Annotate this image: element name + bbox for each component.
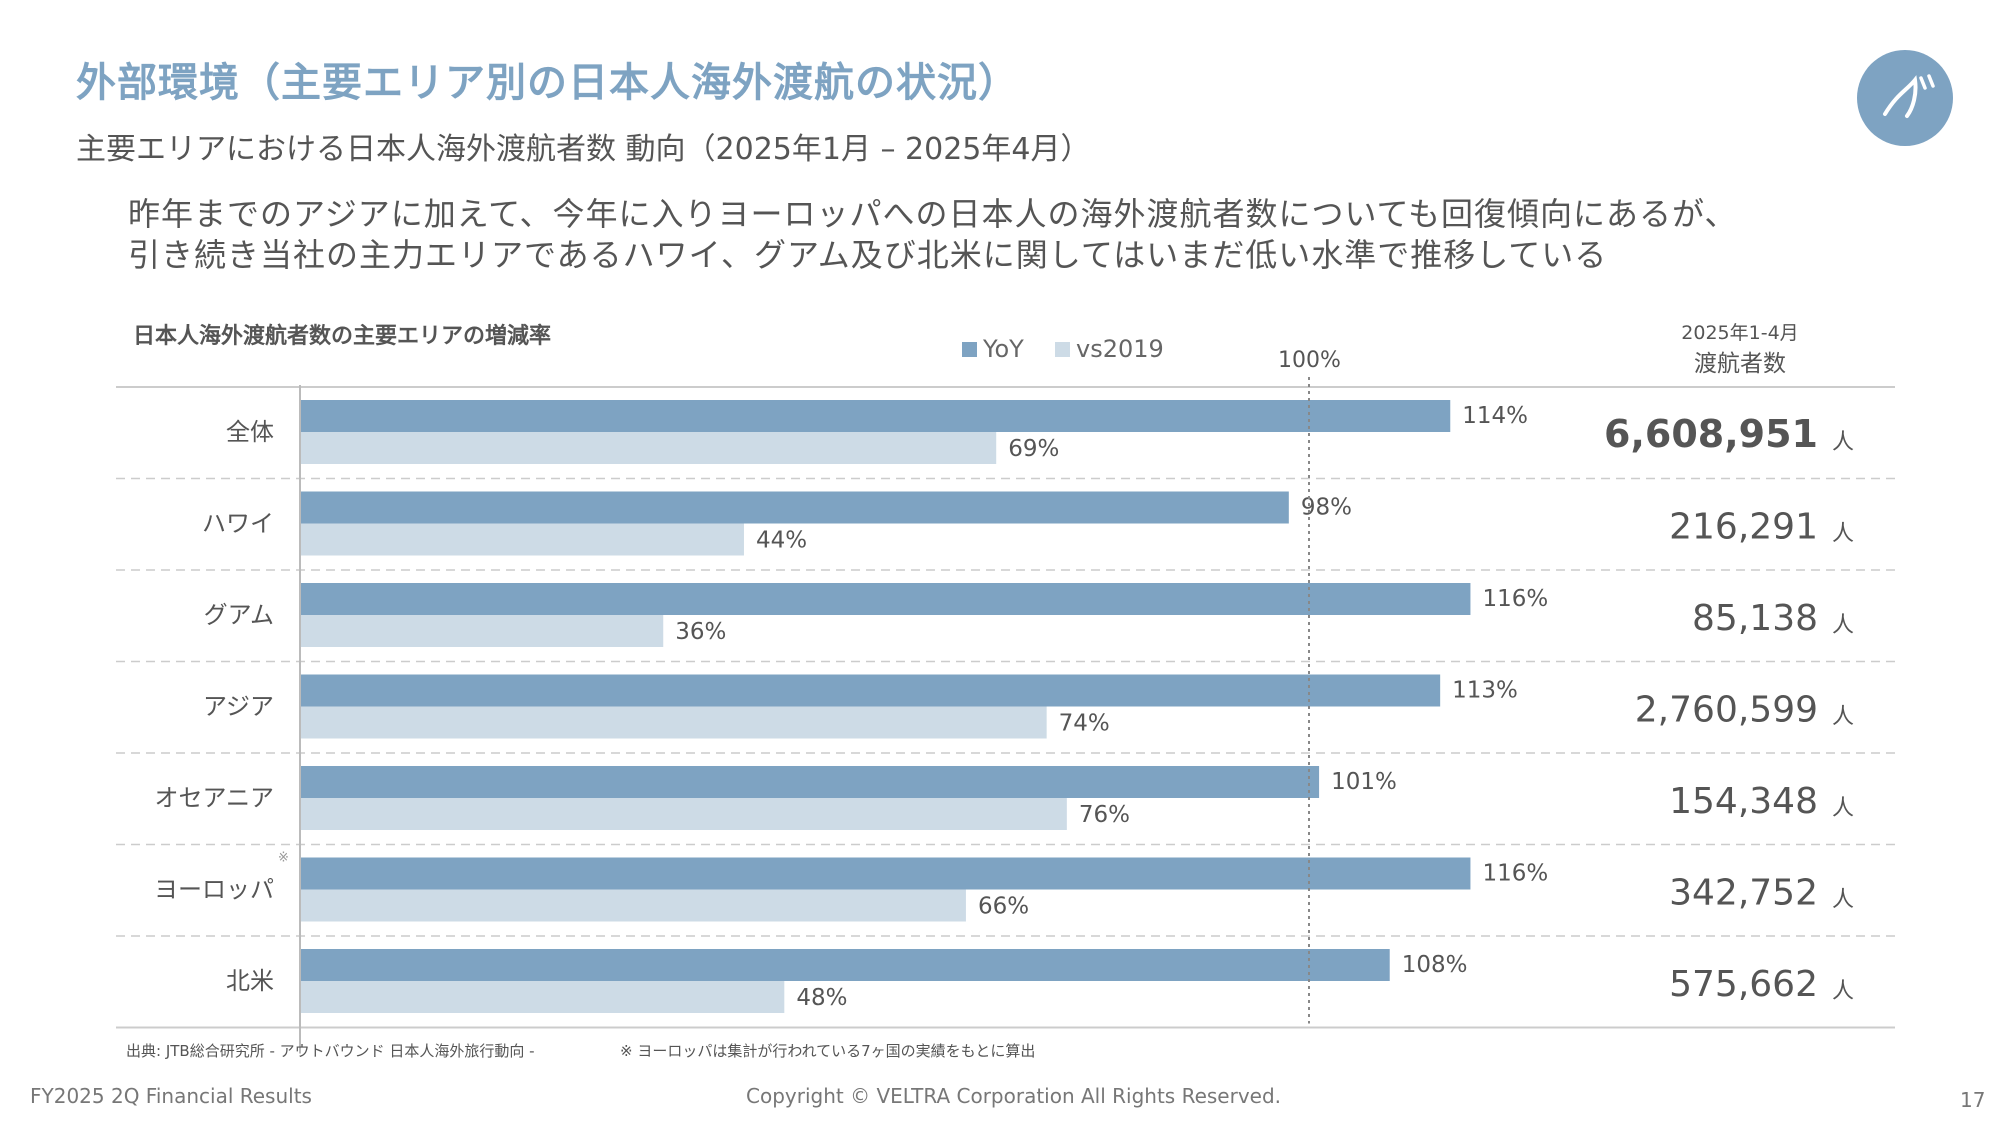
legend-yoy-label: YoY <box>983 335 1024 363</box>
data-label-vs2019: 74% <box>1059 711 1110 737</box>
data-label-vs2019: 66% <box>978 894 1029 920</box>
traveler-count: 216,291 <box>1669 506 1818 547</box>
traveler-count: 2,760,599 <box>1635 689 1818 730</box>
data-label-yoy: 114% <box>1462 403 1528 429</box>
traveler-count-unit: 人 <box>1832 613 1854 638</box>
summary-line-1: 昨年までのアジアに加えて、今年に入りヨーロッパへの日本人の海外渡航者数についても… <box>128 195 1738 233</box>
bar-yoy <box>300 400 1451 432</box>
source-note: 出典: JTB総合研究所 - アウトバウンド 日本人海外旅行動向 - <box>126 1042 535 1060</box>
summary-line-2: 引き続き当社の主力エリアであるハワイ、グアム及び北米に関してはいまだ低い水準で推… <box>128 236 1608 274</box>
bar-vs2019 <box>300 889 966 922</box>
reference-line-label: 100% <box>1278 348 1341 373</box>
traveler-count-unit: 人 <box>1832 887 1854 912</box>
bar-vs2019 <box>300 798 1067 830</box>
bar-yoy <box>300 766 1320 798</box>
data-label-vs2019: 44% <box>756 528 807 554</box>
footer-copyright: Copyright © VELTRA Corporation All Right… <box>746 1084 1282 1108</box>
bar-vs2019 <box>300 981 785 1013</box>
bar-yoy <box>300 491 1289 524</box>
traveler-count-unit: 人 <box>1832 979 1854 1004</box>
category-label: オセアニア <box>154 784 274 812</box>
bar-yoy <box>300 949 1390 981</box>
legend-vs2019: vs2019 <box>1055 335 1164 363</box>
data-label-yoy: 101% <box>1331 769 1397 795</box>
page-subtitle: 主要エリアにおける日本人海外渡航者数 動向（2025年1月 – 2025年4月） <box>76 132 1091 167</box>
bar-yoy <box>300 857 1471 890</box>
data-label-vs2019: 36% <box>675 619 726 645</box>
traveler-count-unit: 人 <box>1832 796 1854 821</box>
data-label-yoy: 116% <box>1482 861 1548 887</box>
category-label: ヨーロッパ <box>154 876 274 904</box>
category-label: 全体 <box>226 418 274 446</box>
legend-vs2019-swatch <box>1055 341 1070 357</box>
data-label-yoy: 116% <box>1482 586 1548 612</box>
category-label: 北米 <box>226 967 274 995</box>
chart-title: 日本人海外渡航者数の主要エリアの増減率 <box>133 324 552 349</box>
data-label-vs2019: 76% <box>1079 802 1130 828</box>
bar-vs2019 <box>300 706 1047 739</box>
traveler-count-unit: 人 <box>1832 521 1854 546</box>
traveler-count: 575,662 <box>1669 964 1818 1005</box>
europe-footnote: ※ ヨーロッパは集計が行われている7ヶ国の実績をもとに算出 <box>620 1042 1036 1060</box>
data-label-yoy: 108% <box>1402 952 1468 978</box>
traveler-count: 342,752 <box>1669 872 1818 913</box>
legend-yoy-swatch <box>962 341 977 357</box>
legend-yoy: YoY <box>962 335 1024 363</box>
count-header-label: 渡航者数 <box>1694 351 1786 377</box>
page-number: 17 <box>1960 1088 1986 1112</box>
bar-vs2019 <box>300 523 744 556</box>
bar-vs2019 <box>300 615 664 647</box>
category-label: アジア <box>203 693 274 721</box>
traveler-count: 85,138 <box>1692 598 1818 639</box>
legend-vs2019-label: vs2019 <box>1076 335 1164 363</box>
data-label-yoy: 113% <box>1452 678 1518 704</box>
category-label: グアム <box>204 601 274 629</box>
traveler-count-unit: 人 <box>1832 430 1854 455</box>
bar-yoy <box>300 674 1441 707</box>
bar-vs2019 <box>300 432 997 464</box>
veltra-logo-icon <box>1857 50 1953 146</box>
page-title: 外部環境（主要エリア別の日本人海外渡航の状況） <box>76 60 1019 106</box>
traveler-count-unit: 人 <box>1832 704 1854 729</box>
traveler-count: 154,348 <box>1669 781 1818 822</box>
traveler-count: 6,608,951 <box>1604 412 1818 456</box>
count-header-period: 2025年1-4月 <box>1681 322 1799 344</box>
category-note-mark: ※ <box>278 851 289 866</box>
data-label-vs2019: 69% <box>1008 436 1059 462</box>
footer-report-name: FY2025 2Q Financial Results <box>30 1084 312 1108</box>
data-label-vs2019: 48% <box>796 985 847 1011</box>
bar-yoy <box>300 583 1471 615</box>
category-label: ハワイ <box>202 510 274 538</box>
